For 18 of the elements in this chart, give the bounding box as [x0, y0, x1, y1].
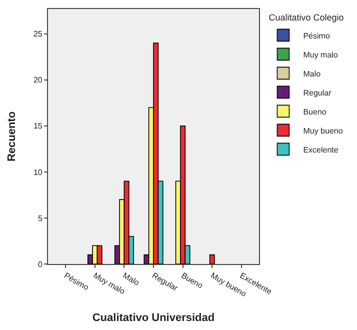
legend-label: Regular	[303, 88, 332, 98]
legend-label: Pésimo	[303, 31, 330, 40]
bar	[209, 254, 215, 264]
y-tick-label: 10	[33, 168, 43, 177]
y-axis-title: Recuento	[6, 111, 18, 162]
x-tick-label: Malo	[121, 271, 142, 288]
y-tick-label: 25	[33, 30, 43, 39]
legend-label: Bueno	[303, 107, 327, 116]
y-tick-label: 15	[33, 122, 43, 131]
legend-label: Muy malo	[303, 50, 338, 60]
y-tick-label: 0	[38, 260, 43, 269]
legend-label: Malo	[303, 69, 322, 78]
x-axis-title: Cualitativo Universidad	[92, 312, 215, 324]
y-tick-label: 20	[33, 76, 43, 85]
y-tick-label: 5	[38, 214, 43, 223]
legend-title: Cualitativo Colegio	[268, 12, 344, 23]
legend-label: Muy bueno	[303, 126, 344, 136]
legend-label: Excelente	[303, 145, 339, 154]
